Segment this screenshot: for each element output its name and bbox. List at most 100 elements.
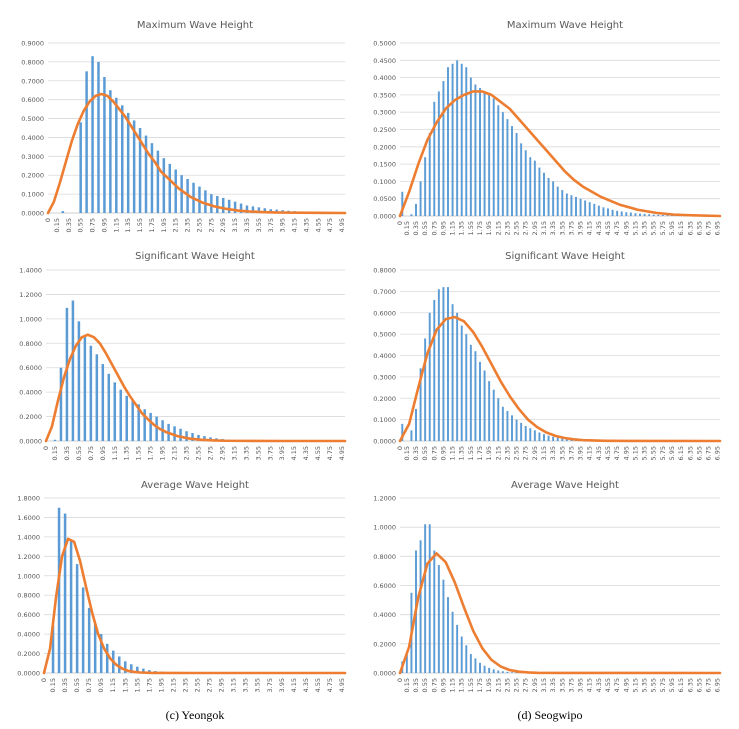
bar: [483, 91, 486, 216]
x-tick-label: 3.35: [549, 221, 557, 235]
bar: [501, 112, 504, 216]
y-tick-label: 0.7000: [373, 288, 396, 296]
x-tick-label: 3.15: [230, 678, 238, 692]
y-tick-label: 1.2000: [373, 495, 396, 503]
x-tick-label: 6.15: [677, 446, 685, 460]
x-tick-label: 1.15: [109, 678, 117, 692]
bar: [575, 196, 577, 216]
bar: [524, 426, 527, 441]
bar: [180, 175, 183, 213]
bar: [588, 202, 591, 216]
chart-title: Average Wave Height: [511, 480, 619, 491]
x-tick-label: 0.75: [89, 218, 97, 232]
y-tick-label: 0.0000: [373, 438, 396, 446]
x-tick-label: 5.35: [641, 221, 649, 235]
bar: [552, 436, 555, 441]
x-tick-label: 6.75: [705, 446, 713, 460]
bar: [497, 670, 500, 673]
x-tick-label: 1.55: [133, 678, 141, 692]
x-tick-label: 0.55: [421, 221, 429, 235]
x-tick-label: 1.95: [485, 678, 493, 692]
bar: [419, 181, 422, 216]
x-tick-label: 4.95: [338, 218, 346, 232]
bar: [497, 398, 500, 441]
x-tick-label: 0.75: [430, 446, 438, 460]
x-tick-label: 6.55: [695, 221, 703, 235]
x-tick-label: 1.95: [160, 218, 168, 232]
bar: [456, 60, 459, 216]
bar: [155, 416, 158, 441]
bar: [85, 71, 88, 213]
x-tick-label: 0.75: [430, 221, 438, 235]
bar: [442, 287, 445, 441]
bar: [515, 419, 518, 441]
bar: [59, 367, 63, 441]
x-tick-label: 0.95: [99, 446, 107, 460]
bar: [497, 105, 500, 216]
bar: [245, 205, 249, 213]
x-tick-label: 4.75: [326, 678, 334, 692]
bar: [561, 190, 564, 216]
bar: [538, 167, 541, 216]
x-tick-label: 5.95: [668, 678, 676, 692]
x-tick-label: 5.35: [641, 446, 649, 460]
x-tick-label: 6.95: [714, 221, 722, 235]
x-tick-label: 1.75: [145, 678, 153, 692]
bar: [483, 665, 486, 673]
x-tick-label: 2.55: [194, 446, 202, 460]
x-tick-label: 3.35: [549, 446, 557, 460]
bar: [415, 203, 417, 216]
y-tick-label: 0.1000: [373, 416, 396, 424]
x-tick-label: 6.75: [705, 221, 713, 235]
y-tick-label: 0.6000: [373, 582, 396, 590]
bar: [488, 667, 491, 673]
x-tick-label: 1.35: [121, 678, 129, 692]
bar: [143, 409, 146, 441]
x-tick-label: 3.75: [567, 221, 575, 235]
bar: [433, 550, 436, 673]
x-tick-label: 3.35: [242, 446, 250, 460]
bar: [616, 210, 619, 216]
y-tick-label: 0.8000: [17, 592, 40, 600]
bar: [607, 208, 609, 216]
bar: [479, 87, 481, 216]
bar: [552, 181, 555, 216]
x-tick-label: 1.75: [476, 678, 484, 692]
bar: [428, 132, 431, 216]
bar: [203, 436, 206, 441]
bar: [483, 370, 486, 441]
bar: [119, 389, 123, 441]
bar: [156, 150, 160, 213]
x-tick-label: 6.95: [714, 446, 722, 460]
bar: [126, 112, 130, 213]
bar: [109, 90, 112, 213]
x-tick-label: 2.75: [522, 446, 530, 460]
x-tick-label: 2.55: [513, 221, 521, 235]
bar: [93, 624, 97, 673]
bar: [538, 432, 541, 441]
bar: [593, 203, 596, 216]
bar: [257, 207, 261, 213]
x-tick-label: 0: [42, 446, 50, 450]
y-tick-label: 0.4000: [373, 74, 396, 82]
bar: [520, 422, 523, 441]
x-tick-label: 1.15: [111, 446, 119, 460]
y-tick-label: 0.3000: [21, 153, 44, 161]
y-tick-label: 0.6000: [21, 96, 44, 104]
bar: [99, 634, 103, 673]
x-tick-label: 5.95: [668, 221, 676, 235]
x-tick-label: 0: [396, 446, 404, 450]
x-tick-label: 2.15: [172, 218, 180, 232]
x-tick-label: 4.95: [622, 446, 630, 460]
x-tick-label: 0.75: [430, 678, 438, 692]
bar: [579, 198, 582, 216]
bar: [424, 524, 427, 673]
bar: [511, 126, 513, 216]
bar: [492, 98, 495, 216]
bar: [51, 625, 55, 673]
y-tick-label: 0.1500: [373, 161, 396, 169]
bar: [191, 433, 194, 441]
x-tick-label: 0.35: [412, 678, 420, 692]
x-tick-label: 0.55: [421, 446, 429, 460]
bar: [657, 214, 660, 216]
